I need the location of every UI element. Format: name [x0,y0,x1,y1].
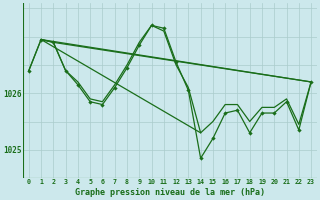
X-axis label: Graphe pression niveau de la mer (hPa): Graphe pression niveau de la mer (hPa) [75,188,265,197]
